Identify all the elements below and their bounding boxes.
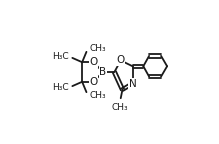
Text: CH₃: CH₃ xyxy=(90,91,106,100)
Text: N: N xyxy=(129,78,136,89)
Text: CH₃: CH₃ xyxy=(90,44,106,53)
Text: H₃C: H₃C xyxy=(52,83,69,92)
Text: O: O xyxy=(117,55,125,66)
Text: H₃C: H₃C xyxy=(52,52,69,61)
Text: O: O xyxy=(89,77,97,87)
Text: CH₃: CH₃ xyxy=(111,103,128,112)
Text: O: O xyxy=(89,57,97,67)
Text: B: B xyxy=(99,67,107,77)
